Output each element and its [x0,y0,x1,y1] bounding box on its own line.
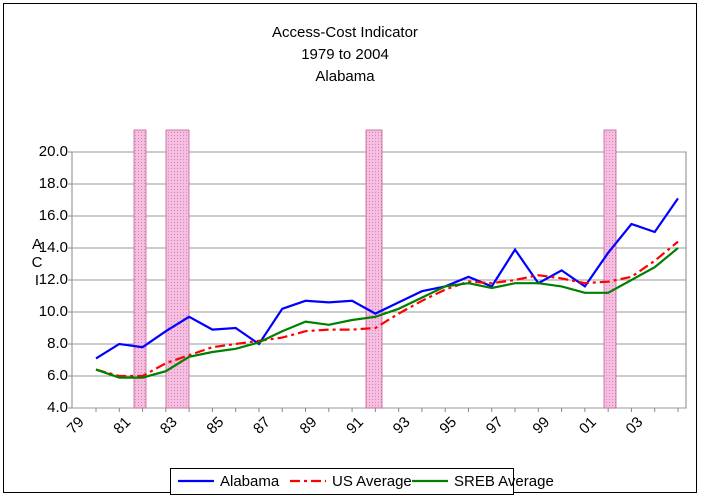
y-tick-label: 16.0 [39,207,68,224]
y-tick-label: 12.0 [39,271,68,288]
chart-title: 1979 to 2004 [301,46,389,63]
data-line [95,197,679,360]
data-line [95,247,679,379]
y-tick-label: 4.0 [47,399,68,416]
chart-title: Alabama [315,68,375,85]
chart-title: Access-Cost Indicator [272,24,418,41]
recession-band [365,129,383,409]
recession-band [133,129,147,409]
y-tick-label: 20.0 [39,143,68,160]
y-axis-label: ACI [31,236,43,289]
legend-label: US Average [332,473,412,490]
legend [170,468,514,495]
legend-label: SREB Average [454,473,554,490]
data-line [95,240,679,378]
y-tick-label: 8.0 [47,335,68,352]
y-tick-label: 18.0 [39,175,68,192]
recession-band [603,129,617,409]
y-tick-label: 14.0 [39,239,68,256]
y-tick-label: 10.0 [39,303,68,320]
y-tick-label: 6.0 [47,367,68,384]
recession-bands [133,129,617,409]
recession-band [165,129,190,409]
legend-label: Alabama [220,473,280,490]
